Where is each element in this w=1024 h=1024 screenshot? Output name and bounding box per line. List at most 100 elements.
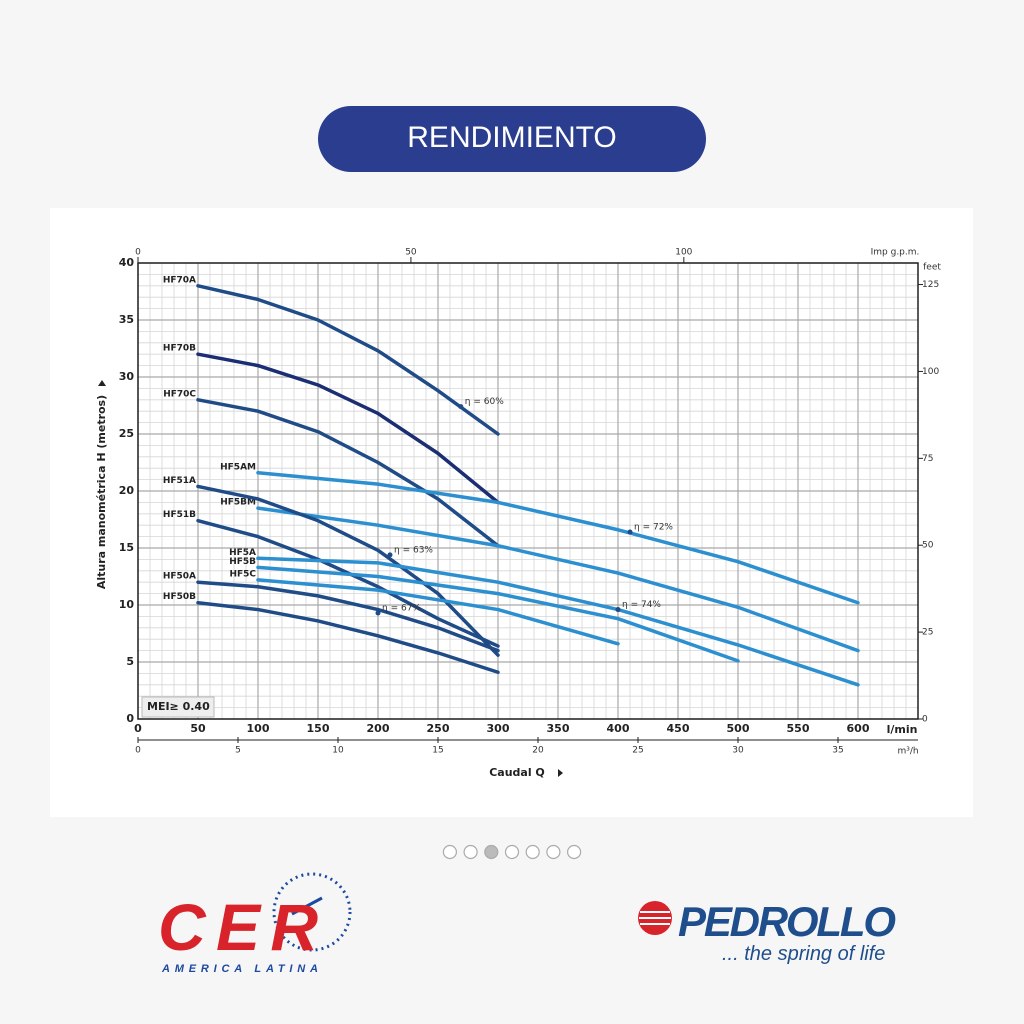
efficiency-label: η = 60% <box>465 397 504 407</box>
y-tick-label: 40 <box>119 256 135 269</box>
carousel-dot[interactable] <box>566 844 582 860</box>
x3-tick-label: 20 <box>532 746 544 756</box>
x3-label: m³/h <box>897 747 918 757</box>
cer-logo: CER AMERICA LATINA <box>158 872 352 975</box>
gauge-needle <box>291 896 323 916</box>
x2-tick-label: 0 <box>135 248 141 258</box>
curve <box>256 565 740 663</box>
plot-frame <box>137 262 919 720</box>
curve <box>196 580 500 653</box>
x-tick-label: 600 <box>847 722 870 735</box>
x-tick-label: 550 <box>787 722 810 735</box>
x-tick-label: 150 <box>307 722 330 735</box>
y2-tick-label: 100 <box>922 367 939 377</box>
plot: 0 50 100 150 200 250 300 350 400 450 500 550 6000510… <box>95 248 941 780</box>
x-tick-label: 250 <box>427 722 450 735</box>
y2-tick-label: 50 <box>922 541 934 551</box>
curve-label: HF5A <box>229 548 256 558</box>
y-tick-label: 30 <box>119 370 135 383</box>
curve-label: HF5AM <box>220 462 256 472</box>
curve <box>196 284 500 436</box>
curve-label: HF70B <box>163 344 196 354</box>
carousel-dot[interactable] <box>442 844 457 860</box>
x-tick-label: 100 <box>247 722 270 735</box>
x-tick-label: 0 <box>134 722 142 735</box>
pedrollo-text: PEDROLLO <box>678 898 896 945</box>
x-tick-label: 200 <box>367 722 390 735</box>
y-tick-label: 25 <box>119 427 134 440</box>
badge: MEI≥ 0.40 <box>147 700 210 713</box>
arrow <box>98 380 106 386</box>
x-tick-label: 350 <box>547 722 570 735</box>
carousel-dot[interactable] <box>463 844 478 860</box>
efficiency-point <box>375 610 381 616</box>
x-tick-label: 450 <box>667 722 690 735</box>
efficiency-label: η = 72% <box>634 523 673 533</box>
gauge <box>272 872 352 952</box>
y2-tick-label: 0 <box>922 715 928 725</box>
efficiency-point <box>615 607 621 613</box>
efficiency-point <box>627 529 633 535</box>
curve <box>196 352 500 505</box>
curve-label: HF70A <box>163 275 196 285</box>
x3-tick-label: 5 <box>235 746 241 756</box>
y2-tick-label: 75 <box>922 454 933 464</box>
curve-label: HF50A <box>163 572 196 582</box>
efficiency-label: η = 67% <box>382 603 421 613</box>
y-tick-label: 35 <box>119 313 134 326</box>
y-tick-label: 20 <box>119 484 135 497</box>
x3-tick-label: 0 <box>135 746 141 756</box>
x-tick-label: 50 <box>190 722 206 735</box>
title-pill <box>318 106 706 172</box>
curve-label: HF50B <box>163 592 196 602</box>
curve-label: HF5BM <box>220 498 256 508</box>
carousel-dot[interactable] <box>484 844 499 860</box>
cer-subtitle: AMERICA LATINA <box>161 963 318 975</box>
efficiency-point <box>387 552 393 558</box>
curve <box>256 578 620 646</box>
carousel-dot[interactable] <box>504 844 520 860</box>
title: RENDIMIENTO <box>407 121 616 154</box>
curve <box>256 506 860 653</box>
x-tick-label: 500 <box>727 722 750 735</box>
y2-tick-label: 125 <box>922 280 939 290</box>
efficiency-label: η = 63% <box>394 545 433 555</box>
x3-tick-label: 10 <box>332 746 344 756</box>
y2-tick-label: 25 <box>922 628 933 638</box>
carousel-dot[interactable] <box>546 844 561 860</box>
y2-label: feet <box>923 263 941 273</box>
arrow <box>558 769 563 777</box>
y-tick-label: 15 <box>119 541 134 554</box>
badge-box <box>141 696 215 718</box>
y-tick-label: 0 <box>126 712 134 725</box>
x3-tick-label: 15 <box>432 746 443 756</box>
y-label: Altura manométrica H (metros) <box>95 395 108 589</box>
curve-label: HF5C <box>229 569 256 579</box>
x3-tick-label: 35 <box>832 746 843 756</box>
x-label: Caudal Q <box>489 766 545 779</box>
x-unit: l/min <box>887 723 918 736</box>
x-tick-label: 300 <box>487 722 510 735</box>
curve <box>196 600 500 675</box>
x2-tick-label: 50 <box>405 248 417 258</box>
curve-label: HF70C <box>163 389 196 399</box>
x3-tick-label: 30 <box>732 746 744 756</box>
curve <box>256 471 860 605</box>
cer-text: CER <box>158 890 318 964</box>
x3-tick-label: 25 <box>632 746 643 756</box>
pedrollo-logo: PEDROLLO ... the spring of life <box>638 898 896 965</box>
carousel-dot[interactable] <box>525 844 540 860</box>
curve-label: HF5B <box>229 557 256 567</box>
curve <box>196 398 500 548</box>
curve-label: HF51A <box>163 476 196 486</box>
x-tick-label: 400 <box>607 722 630 735</box>
curve <box>256 556 860 687</box>
y-tick-label: 5 <box>126 655 134 668</box>
pedrollo-subtitle: ... the spring of life <box>722 943 885 965</box>
curve-label: HF51B <box>163 510 196 520</box>
carousel <box>442 844 582 860</box>
x2-label: Imp g.p.m. <box>871 248 920 258</box>
x2-tick-label: 100 <box>675 248 692 258</box>
